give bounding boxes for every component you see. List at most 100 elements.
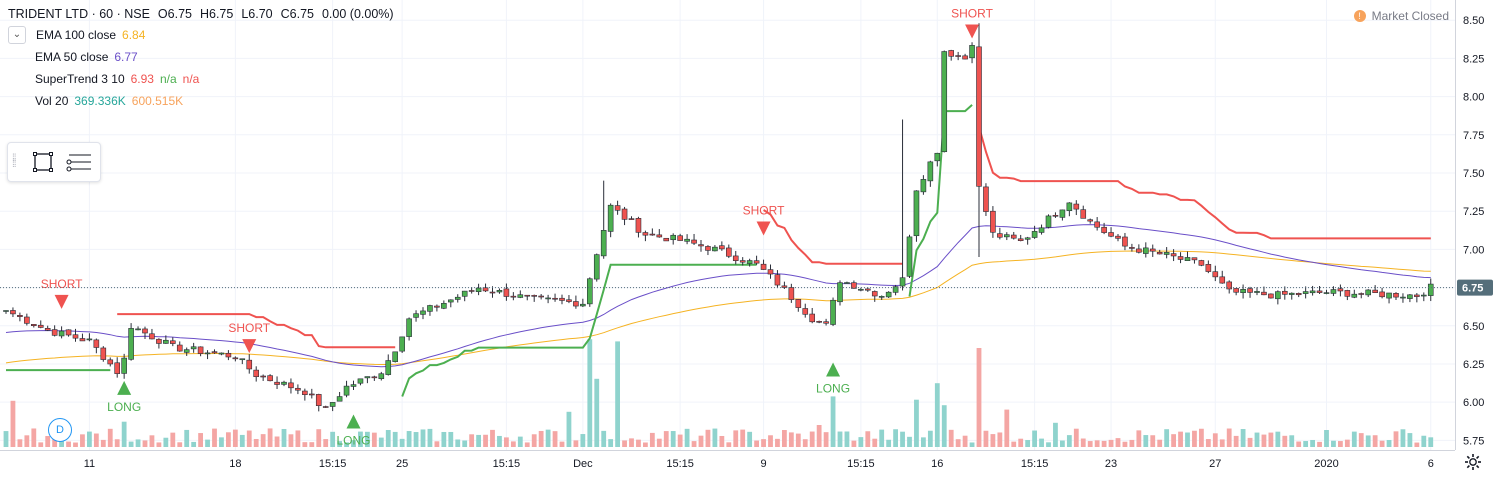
candle-body (142, 328, 148, 334)
volume-bar (399, 438, 405, 447)
y-tick-label: 5.75 (1463, 435, 1484, 447)
volume-bar (191, 441, 197, 447)
volume-bar (149, 435, 155, 447)
candle-body (969, 45, 975, 59)
indicator-name: SuperTrend 3 10 (35, 72, 125, 86)
volume-bar (802, 439, 808, 447)
volume-bar (858, 437, 864, 447)
candle-body (927, 161, 934, 182)
candle-body (489, 291, 496, 294)
settings-gear-icon[interactable] (1462, 451, 1484, 473)
volume-bars (3, 339, 1434, 447)
volume-bar (1046, 442, 1051, 447)
candle-body (260, 375, 266, 378)
candle-body (1052, 214, 1059, 217)
candle-body (1379, 291, 1385, 298)
candle-body (1414, 294, 1420, 297)
volume-bar (740, 429, 746, 447)
candle-body (197, 346, 204, 354)
candle-body (1337, 288, 1344, 292)
volume-bar (1303, 441, 1309, 447)
candle-body (295, 387, 301, 391)
volume-bar (955, 439, 961, 447)
indicator-volume[interactable]: Vol 20 369.336K 600.515K (8, 90, 394, 112)
candle-body (1122, 236, 1128, 247)
candle-body (698, 244, 704, 247)
candle-body (670, 234, 677, 241)
candle-body (997, 233, 1003, 238)
y-tick-label: 6.00 (1463, 397, 1484, 409)
volume-bar (962, 435, 968, 447)
candle-body (406, 318, 412, 337)
candle-body (1170, 253, 1177, 257)
candle-body (454, 296, 461, 300)
volume-bar (1108, 439, 1114, 447)
volume-bar (239, 434, 245, 447)
volume-bar (719, 435, 725, 447)
dividend-badge[interactable]: D (48, 418, 72, 442)
x-tick-label: 15:15 (847, 458, 875, 470)
volume-bar (1344, 439, 1350, 447)
candle-body (871, 291, 878, 297)
volume-bar (601, 430, 607, 447)
candle-body (580, 303, 586, 307)
candle-body (802, 308, 809, 315)
candle-body (725, 247, 732, 257)
candle-body (955, 55, 961, 57)
volume-bar (921, 437, 926, 447)
indicator-name: EMA 100 close (36, 28, 117, 42)
indicator-ema100[interactable]: ⌄ EMA 100 close 6.84 (8, 24, 394, 46)
candle-body (1358, 293, 1365, 295)
candle-body (281, 381, 287, 385)
candle-body (746, 260, 753, 264)
volume-bar (295, 430, 301, 447)
supertrend-down-segment (978, 126, 1431, 240)
candle-body (906, 236, 913, 277)
x-tick-label: 9 (760, 458, 766, 470)
volume-bar (135, 439, 141, 447)
candle-body (24, 316, 30, 324)
volume-bar (941, 405, 947, 447)
candle-body (1136, 248, 1142, 253)
volume-bar (1379, 440, 1385, 447)
volume-bar (351, 440, 356, 447)
volume-bar (538, 430, 544, 447)
candle-body (378, 373, 385, 380)
candle-body (705, 246, 711, 251)
volume-bar (1296, 441, 1302, 447)
volume-bar (24, 435, 30, 447)
volume-bar (622, 440, 627, 447)
collapse-legend-button[interactable]: ⌄ (8, 26, 26, 44)
volume-bar (358, 431, 363, 447)
volume-bar (1393, 431, 1399, 447)
candle-body (1386, 292, 1392, 299)
indicator-supertrend[interactable]: SuperTrend 3 10 6.93 n/a n/a (8, 68, 394, 90)
indicator-ema50[interactable]: EMA 50 close 6.77 (8, 46, 394, 68)
ema-50-line (5, 224, 1431, 368)
volume-bar (31, 428, 37, 447)
more-options-icon[interactable] (64, 147, 94, 177)
volume-bar (274, 436, 280, 447)
volume-bar (1094, 440, 1100, 447)
volume-bar (698, 435, 704, 447)
volume-bar (504, 437, 509, 447)
market-status[interactable]: ! Market Closed (1353, 9, 1449, 23)
volume-bar (969, 442, 975, 447)
volume-bar (232, 429, 238, 447)
volume-bar (775, 438, 780, 447)
candle-body (1184, 257, 1191, 262)
rectangle-tool-icon[interactable] (28, 147, 58, 177)
volume-bar (1192, 430, 1197, 447)
volume-bar (80, 434, 85, 447)
drag-handle-icon[interactable]: ⁞⁞ ⁞⁞ (12, 153, 17, 170)
candle-body (1108, 232, 1114, 237)
candle-body (1247, 288, 1253, 293)
volume-bar (17, 439, 23, 447)
candle-body (3, 310, 9, 312)
volume-bar (1212, 433, 1218, 447)
candle-body (496, 290, 503, 293)
volume-bar (615, 341, 620, 447)
symbol-name[interactable]: TRIDENT LTD · 60 · NSE (8, 7, 150, 21)
candle-body (86, 338, 93, 341)
